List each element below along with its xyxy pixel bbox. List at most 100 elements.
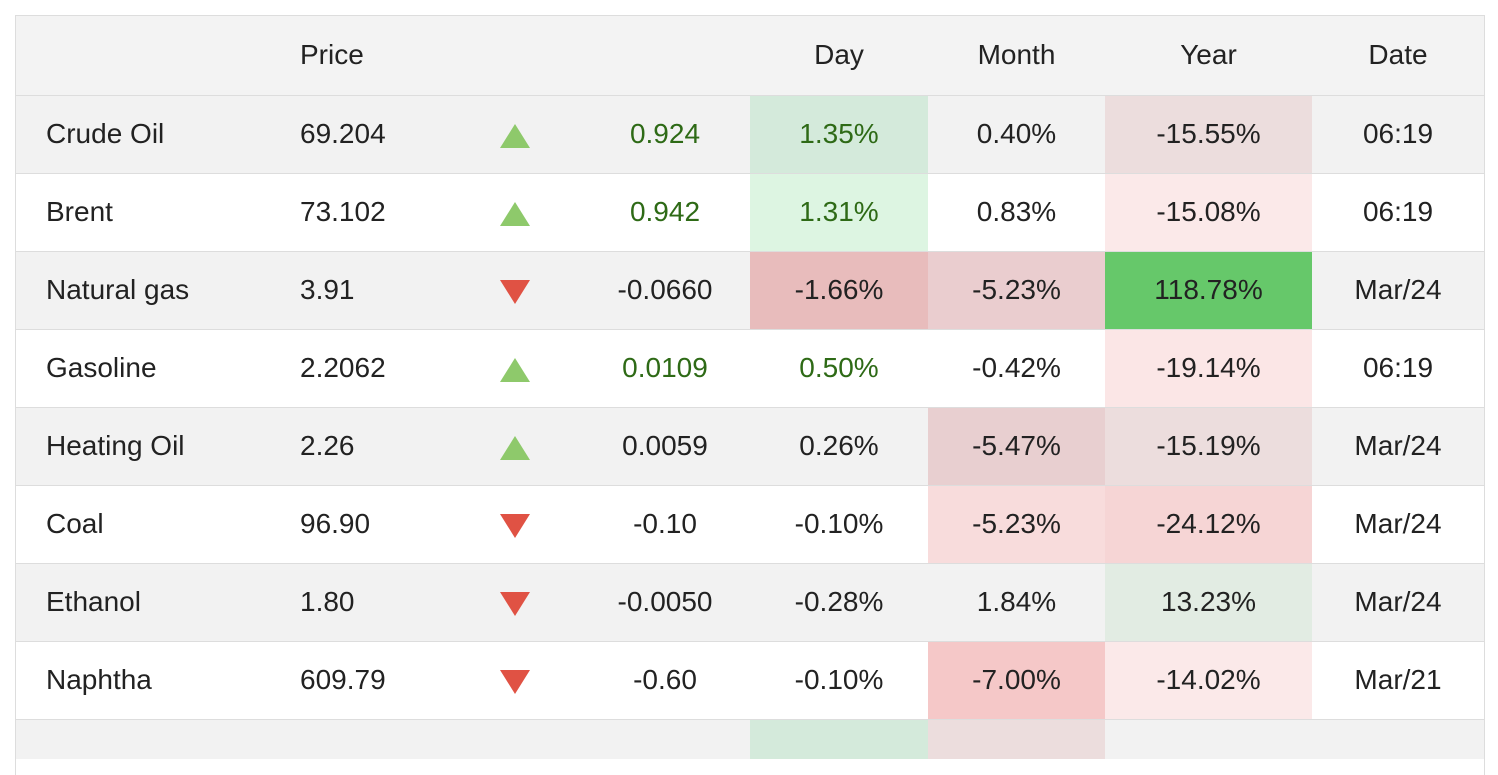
partial-cell [270, 718, 450, 759]
direction-cell [450, 484, 580, 563]
commodity-name-link[interactable]: Crude Oil [16, 94, 270, 173]
partial-cell [580, 718, 750, 759]
partial-cell [16, 718, 270, 759]
price-cell: 69.204 [270, 94, 450, 173]
direction-cell [450, 562, 580, 641]
direction-cell [450, 640, 580, 719]
table-row[interactable]: Crude Oil 69.204 0.924 1.35% 0.40% -15.55% 06:… [16, 94, 1484, 173]
price-cell: 609.79 [270, 640, 450, 719]
month-percent-cell: 1.84% [928, 562, 1105, 641]
change-cell: -0.0050 [580, 562, 750, 641]
partial-cell [1312, 718, 1484, 759]
commodity-name-link[interactable]: Ethanol [16, 562, 270, 641]
day-percent-cell: 1.31% [750, 172, 928, 251]
table-row[interactable]: Coal 96.90 -0.10 -0.10% -5.23% -24.12% Mar/24 [16, 484, 1484, 563]
table-header: Price Day Month Year Date [16, 16, 1484, 95]
commodity-name-link[interactable]: Coal [16, 484, 270, 563]
price-cell: 96.90 [270, 484, 450, 563]
year-percent-cell: -19.14% [1105, 328, 1312, 407]
header-month[interactable]: Month [928, 16, 1105, 95]
month-percent-cell: -0.42% [928, 328, 1105, 407]
day-percent-cell: 1.35% [750, 94, 928, 173]
commodity-name-link[interactable]: Brent [16, 172, 270, 251]
date-cell: Mar/24 [1312, 562, 1484, 641]
header-arrow [450, 16, 580, 95]
month-percent-cell: -5.23% [928, 484, 1105, 563]
triangle-up-icon [500, 201, 530, 226]
header-day[interactable]: Day [750, 16, 928, 95]
year-percent-cell: -15.08% [1105, 172, 1312, 251]
change-cell: -0.10 [580, 484, 750, 563]
day-percent-cell: 0.26% [750, 406, 928, 485]
price-cell: 73.102 [270, 172, 450, 251]
date-cell: Mar/24 [1312, 484, 1484, 563]
price-cell: 2.26 [270, 406, 450, 485]
table-body: Crude Oil 69.204 0.924 1.35% 0.40% -15.55% 06:… [16, 94, 1484, 759]
year-percent-cell: 13.23% [1105, 562, 1312, 641]
year-percent-cell: -24.12% [1105, 484, 1312, 563]
year-percent-cell: -15.55% [1105, 94, 1312, 173]
commodities-table: Price Day Month Year Date Crude Oil 69.20… [16, 16, 1484, 759]
triangle-up-icon [500, 123, 530, 148]
month-percent-cell: 0.40% [928, 94, 1105, 173]
date-cell: Mar/21 [1312, 640, 1484, 719]
direction-cell [450, 172, 580, 251]
year-percent-cell: -15.19% [1105, 406, 1312, 485]
price-cell: 3.91 [270, 250, 450, 329]
triangle-down-icon [500, 513, 530, 538]
price-cell: 1.80 [270, 562, 450, 641]
partial-cell [1105, 718, 1312, 759]
table-row[interactable]: Brent 73.102 0.942 1.31% 0.83% -15.08% 06:19 [16, 172, 1484, 251]
table-row[interactable]: Heating Oil 2.26 0.0059 0.26% -5.47% -15.19% M… [16, 406, 1484, 485]
commodities-table-container: Price Day Month Year Date Crude Oil 69.20… [15, 15, 1485, 775]
day-percent-cell: -0.28% [750, 562, 928, 641]
direction-cell [450, 406, 580, 485]
date-cell: Mar/24 [1312, 406, 1484, 485]
month-percent-cell: -5.23% [928, 250, 1105, 329]
date-cell: 06:19 [1312, 172, 1484, 251]
commodity-name-link[interactable]: Natural gas [16, 250, 270, 329]
partial-cell [750, 718, 928, 759]
triangle-up-icon [500, 357, 530, 382]
direction-cell [450, 250, 580, 329]
commodity-name-link[interactable]: Naphtha [16, 640, 270, 719]
partial-cell [928, 718, 1105, 759]
day-percent-cell: -0.10% [750, 640, 928, 719]
table-row[interactable] [16, 718, 1484, 759]
table-row[interactable]: Natural gas 3.91 -0.0660 -1.66% -5.23% 118.78… [16, 250, 1484, 329]
year-percent-cell: 118.78% [1105, 250, 1312, 329]
day-percent-cell: -0.10% [750, 484, 928, 563]
table-row[interactable]: Gasoline 2.2062 0.0109 0.50% -0.42% -19.14% 06… [16, 328, 1484, 407]
commodity-name-link[interactable]: Gasoline [16, 328, 270, 407]
month-percent-cell: 0.83% [928, 172, 1105, 251]
change-cell: 0.0059 [580, 406, 750, 485]
change-cell: 0.924 [580, 94, 750, 173]
triangle-down-icon [500, 279, 530, 304]
change-cell: 0.0109 [580, 328, 750, 407]
price-cell: 2.2062 [270, 328, 450, 407]
day-percent-cell: -1.66% [750, 250, 928, 329]
triangle-down-icon [500, 669, 530, 694]
commodity-name-link[interactable]: Heating Oil [16, 406, 270, 485]
date-cell: Mar/24 [1312, 250, 1484, 329]
change-cell: -0.0660 [580, 250, 750, 329]
header-row: Price Day Month Year Date [16, 16, 1484, 95]
month-percent-cell: -7.00% [928, 640, 1105, 719]
header-change [580, 16, 750, 95]
direction-cell [450, 328, 580, 407]
date-cell: 06:19 [1312, 94, 1484, 173]
header-year[interactable]: Year [1105, 16, 1312, 95]
direction-cell [450, 94, 580, 173]
month-percent-cell: -5.47% [928, 406, 1105, 485]
year-percent-cell: -14.02% [1105, 640, 1312, 719]
header-name [16, 16, 270, 95]
header-price[interactable]: Price [270, 16, 450, 95]
table-row[interactable]: Naphtha 609.79 -0.60 -0.10% -7.00% -14.02% Mar… [16, 640, 1484, 719]
triangle-down-icon [500, 591, 530, 616]
triangle-up-icon [500, 435, 530, 460]
change-cell: -0.60 [580, 640, 750, 719]
date-cell: 06:19 [1312, 328, 1484, 407]
header-date[interactable]: Date [1312, 16, 1484, 95]
table-row[interactable]: Ethanol 1.80 -0.0050 -0.28% 1.84% 13.23% Mar/2… [16, 562, 1484, 641]
day-percent-cell: 0.50% [750, 328, 928, 407]
